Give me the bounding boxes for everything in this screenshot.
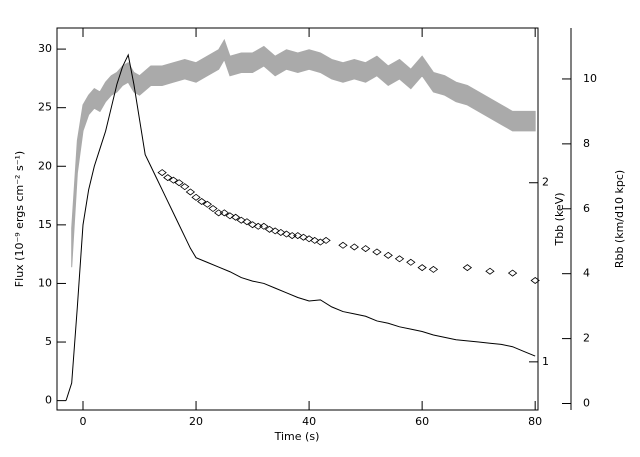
tbb-diamond bbox=[168, 176, 179, 184]
tbb-diamond bbox=[242, 218, 252, 226]
y-tick-label: 30 bbox=[38, 42, 52, 55]
tbb-diamond bbox=[507, 269, 518, 277]
tbb-diamond bbox=[372, 248, 382, 256]
plot-frame bbox=[56, 27, 539, 411]
y2-tick-label: 2 bbox=[542, 176, 549, 189]
y-tick-label: 10 bbox=[38, 276, 52, 289]
tbb-diamond bbox=[208, 205, 218, 213]
tbb-diamond bbox=[428, 265, 439, 273]
tbb-diamond bbox=[180, 183, 190, 191]
x-axis-title: Time (s) bbox=[274, 430, 320, 443]
tbb-diamond bbox=[338, 241, 348, 249]
y2-tick-label: 1 bbox=[542, 355, 549, 368]
r-band bbox=[71, 38, 536, 268]
tbb-diamond bbox=[219, 209, 229, 217]
y-tick-label: 25 bbox=[38, 101, 52, 114]
tbb-diamond bbox=[191, 193, 201, 201]
y3-tick-label: 10 bbox=[583, 72, 597, 85]
tbb-diamond bbox=[462, 264, 473, 272]
tbb-diamond bbox=[202, 200, 213, 208]
y3-tick-label: 8 bbox=[583, 137, 590, 150]
y-axis-title: Flux (10⁻⁹ ergs cm⁻² s⁻¹) bbox=[13, 151, 26, 287]
tbb-diamond bbox=[163, 174, 173, 182]
tbb-diamond bbox=[394, 255, 405, 263]
tbb-diamond bbox=[417, 264, 427, 272]
tbb-diamond bbox=[247, 221, 258, 229]
flux-line bbox=[65, 53, 536, 401]
tbb-diamond bbox=[298, 233, 309, 241]
y3-tick-label: 6 bbox=[583, 202, 590, 215]
tbb-diamond bbox=[197, 197, 207, 205]
tbb-diamond bbox=[225, 212, 235, 220]
y2-axis-title: Tbb (keV) bbox=[553, 192, 566, 246]
tbb-diamond bbox=[406, 258, 416, 266]
y3-tick-label: 4 bbox=[583, 267, 590, 280]
tbb-diamond bbox=[157, 169, 167, 177]
tbb-diamond bbox=[174, 179, 184, 187]
y-tick-label: 0 bbox=[45, 394, 52, 407]
y-tick-label: 5 bbox=[45, 335, 52, 348]
tbb-diamond bbox=[236, 216, 246, 224]
tbb-diamond bbox=[321, 236, 331, 244]
tbb-diamond bbox=[281, 230, 292, 238]
tbb-diamond bbox=[485, 267, 495, 275]
tbb-diamond bbox=[276, 228, 286, 236]
y3-tick-label: 2 bbox=[583, 332, 590, 345]
tbb-diamond bbox=[360, 245, 371, 253]
tbb-diamond bbox=[293, 232, 303, 240]
y3-axis-title: Rbb (km/d10 kpc) bbox=[613, 170, 626, 268]
tbb-diamond bbox=[310, 236, 320, 244]
x-tick-label: 80 bbox=[528, 415, 542, 428]
tbb-diamond bbox=[185, 188, 196, 196]
tbb-diamond bbox=[349, 243, 359, 251]
y3-tick-label: 0 bbox=[583, 397, 590, 410]
tbb-diamond bbox=[530, 277, 540, 285]
y-tick-label: 20 bbox=[38, 159, 52, 172]
tbb-diamond bbox=[270, 227, 280, 235]
y-tick-label: 15 bbox=[38, 218, 52, 231]
x-tick-label: 0 bbox=[80, 415, 87, 428]
tbb-diamond bbox=[383, 251, 393, 259]
tbb-diamond bbox=[264, 225, 275, 233]
tbb-diamond bbox=[259, 222, 269, 230]
x-tick-label: 60 bbox=[415, 415, 429, 428]
x-tick-label: 40 bbox=[302, 415, 316, 428]
tbb-diamond bbox=[230, 213, 241, 221]
x-tick-label: 20 bbox=[189, 415, 203, 428]
tbb-diamond bbox=[304, 235, 314, 243]
